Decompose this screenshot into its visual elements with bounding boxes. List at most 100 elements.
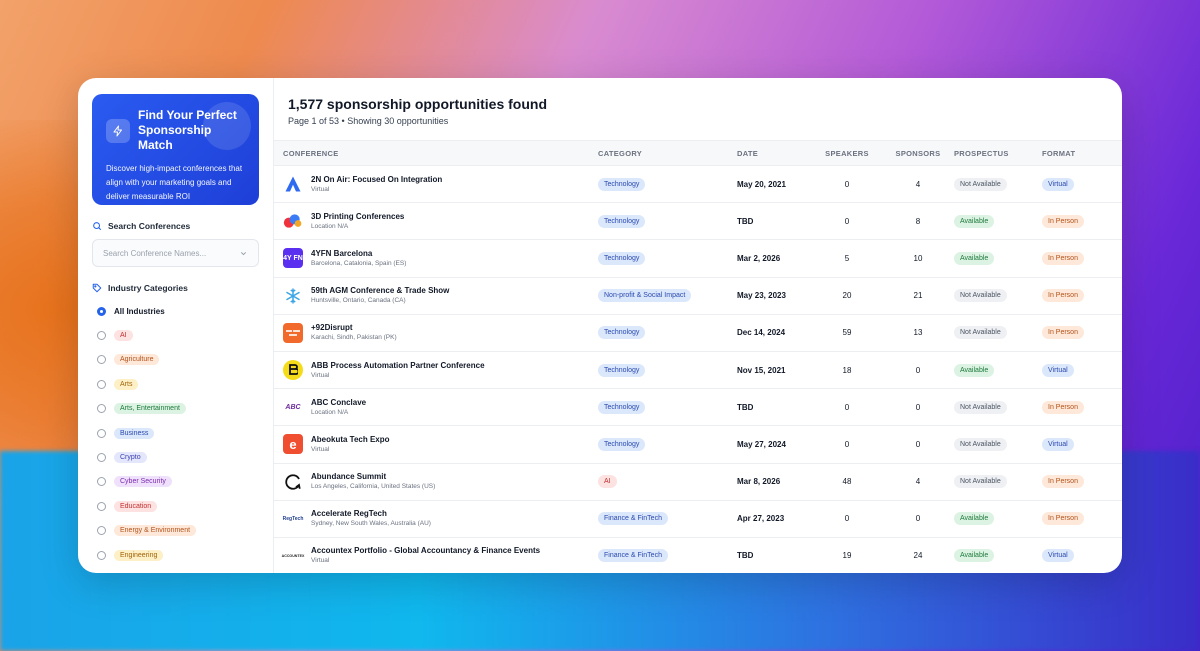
- radio-button[interactable]: [97, 477, 106, 487]
- app-window: Find Your Perfect Sponsorship Match Disc…: [78, 78, 1122, 573]
- radio-button[interactable]: [97, 379, 106, 389]
- speakers-count: 18: [812, 351, 882, 390]
- table-row[interactable]: +92Disrupt Karachi, Sindh, Pakistan (PK) T…: [274, 314, 1122, 352]
- table-row[interactable]: 2N On Air: Focused On Integration Virtual…: [274, 165, 1122, 204]
- header-prospectus[interactable]: PROSPECTUS: [954, 140, 1042, 166]
- conference-name[interactable]: Accelerate RegTech: [311, 509, 387, 519]
- industry-option[interactable]: Arts, Entertainment: [92, 397, 259, 421]
- radio-button[interactable]: [97, 331, 106, 341]
- header-sponsors[interactable]: SPONSORS: [882, 140, 954, 166]
- industry-option[interactable]: Arts: [92, 372, 259, 396]
- conference-cell[interactable]: Abundance Summit Los Angeles, California,…: [274, 463, 598, 501]
- radio-selected[interactable]: [97, 306, 106, 316]
- conference-name[interactable]: ABC Conclave: [311, 397, 367, 407]
- header-conference[interactable]: CONFERENCE: [274, 140, 598, 166]
- conference-name[interactable]: 3D Printing Conferences: [311, 211, 405, 221]
- sponsors-count: 21: [882, 277, 954, 315]
- industry-option[interactable]: Engineering: [92, 543, 259, 567]
- table-row[interactable]: ACCOUNTEX Accountex Portfolio - Global Ac…: [274, 537, 1122, 573]
- industry-option[interactable]: Crypto: [92, 445, 259, 469]
- conference-date: TBD: [737, 402, 754, 412]
- sponsors-count: 24: [882, 537, 954, 573]
- conference-cell[interactable]: 3D Printing Conferences Location N/A: [274, 202, 598, 241]
- conference-location: Location N/A: [311, 408, 349, 416]
- category-cell: AI: [598, 463, 737, 501]
- table-header-row: CONFERENCE CATEGORY DATE SPEAKERS SPONSO…: [274, 140, 1122, 166]
- sponsors-count: 0: [882, 425, 954, 464]
- conference-name[interactable]: ABB Process Automation Partner Conferenc…: [311, 360, 485, 370]
- conference-date: TBD: [737, 551, 754, 561]
- format-cell: In Person: [1042, 388, 1122, 427]
- conference-name[interactable]: 4YFN Barcelona: [311, 248, 373, 258]
- industry-option[interactable]: Energy & Environment: [92, 519, 259, 543]
- radio-button[interactable]: [97, 404, 106, 414]
- table-row[interactable]: RegTech Accelerate RegTech Sydney, New Sou…: [274, 500, 1122, 538]
- conference-name[interactable]: Abeokuta Tech Expo: [311, 434, 390, 444]
- format-cell: In Person: [1042, 202, 1122, 241]
- industry-option[interactable]: AI: [92, 323, 259, 347]
- conference-name[interactable]: +92Disrupt: [311, 323, 353, 333]
- header-speakers[interactable]: SPEAKERS: [812, 140, 882, 166]
- conference-cell[interactable]: 4Y FN 4YFN Barcelona Barcelona, Catalonia,…: [274, 239, 598, 278]
- conference-name[interactable]: 59th AGM Conference & Trade Show: [311, 286, 450, 296]
- industry-option[interactable]: Business: [92, 421, 259, 445]
- date-cell: TBD: [737, 537, 812, 573]
- header-format[interactable]: FORMAT: [1042, 140, 1122, 166]
- sponsors-count: 0: [882, 351, 954, 390]
- header-category[interactable]: CATEGORY: [598, 140, 737, 166]
- table-row[interactable]: 59th AGM Conference & Trade Show Huntsvil…: [274, 277, 1122, 315]
- format-badge: In Person: [1042, 289, 1084, 303]
- conference-name[interactable]: Abundance Summit: [311, 472, 387, 482]
- conference-cell[interactable]: RegTech Accelerate RegTech Sydney, New Sou…: [274, 500, 598, 538]
- conference-date: May 23, 2023: [737, 291, 786, 301]
- category-badge: Technology: [598, 400, 646, 414]
- format-cell: In Person: [1042, 239, 1122, 278]
- conference-cell[interactable]: ABC ABC Conclave Location N/A: [274, 388, 598, 427]
- header-date[interactable]: DATE: [737, 140, 812, 166]
- industry-option[interactable]: Cyber Security: [92, 470, 259, 494]
- table-row[interactable]: ABC ABC Conclave Location N/A Technology TBD…: [274, 388, 1122, 427]
- industry-chip: Engineering: [114, 549, 164, 561]
- conference-logo: ACCOUNTEX: [281, 553, 305, 558]
- radio-button[interactable]: [97, 550, 106, 560]
- radio-button[interactable]: [97, 355, 106, 365]
- date-cell: May 27, 2024: [737, 425, 812, 464]
- prospectus-cell: Not Available: [954, 425, 1042, 464]
- sponsors-count: 0: [882, 388, 954, 427]
- radio-button[interactable]: [97, 501, 106, 511]
- conference-cell[interactable]: ACCOUNTEX Accountex Portfolio - Global Ac…: [274, 537, 598, 573]
- table-row[interactable]: 3D Printing Conferences Location N/A Techn…: [274, 202, 1122, 241]
- radio-button[interactable]: [97, 453, 106, 463]
- results-header: 1,577 sponsorship opportunities found Pa…: [274, 78, 1122, 140]
- prospectus-cell: Not Available: [954, 277, 1042, 315]
- conference-cell[interactable]: 2N On Air: Focused On Integration Virtual: [274, 165, 598, 204]
- search-conference-input[interactable]: Search Conference Names...: [92, 239, 259, 267]
- radio-button[interactable]: [97, 428, 106, 438]
- conference-cell[interactable]: ABB Process Automation Partner Conferenc…: [274, 351, 598, 390]
- search-section-label: Search Conferences: [92, 221, 259, 231]
- prospectus-badge: Not Available: [954, 177, 1007, 191]
- category-cell: Technology: [598, 239, 737, 278]
- table-row[interactable]: ABB Process Automation Partner Conferenc…: [274, 351, 1122, 390]
- radio-button[interactable]: [97, 526, 106, 536]
- industry-option[interactable]: Education: [92, 494, 259, 518]
- snowflake-icon: [283, 286, 303, 306]
- format-badge: In Person: [1042, 512, 1084, 526]
- format-badge: Virtual: [1042, 363, 1074, 377]
- conference-cell[interactable]: +92Disrupt Karachi, Sindh, Pakistan (PK): [274, 314, 598, 352]
- conference-cell[interactable]: e Abeokuta Tech Expo Virtual: [274, 425, 598, 464]
- conference-name[interactable]: Accountex Portfolio - Global Accountancy…: [311, 546, 541, 556]
- category-badge: Non-profit & Social Impact: [598, 289, 692, 303]
- industry-option-all[interactable]: All Industries: [92, 299, 259, 323]
- conference-cell[interactable]: 59th AGM Conference & Trade Show Huntsvil…: [274, 277, 598, 315]
- table-row[interactable]: 4Y FN 4YFN Barcelona Barcelona, Catalonia,…: [274, 239, 1122, 278]
- industry-list: All Industries AI Agriculture Arts Arts, En…: [92, 299, 259, 567]
- conference-name[interactable]: 2N On Air: Focused On Integration: [311, 174, 443, 184]
- industry-option[interactable]: Agriculture: [92, 348, 259, 372]
- hero-glow: [203, 102, 251, 150]
- table-row[interactable]: Abundance Summit Los Angeles, California,…: [274, 463, 1122, 501]
- prospectus-badge: Available: [954, 512, 995, 526]
- table-row[interactable]: e Abeokuta Tech Expo Virtual Technology May …: [274, 425, 1122, 464]
- hero-title: Find Your Perfect Sponsorship Match: [138, 108, 237, 152]
- industry-all-label: All Industries: [114, 306, 165, 316]
